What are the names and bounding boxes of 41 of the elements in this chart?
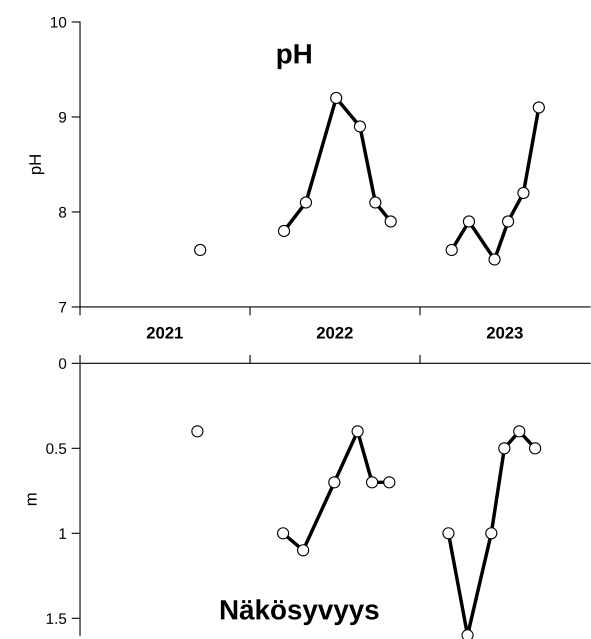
point [300,196,312,209]
point [517,186,530,200]
point [384,215,397,228]
point [446,244,458,256]
text: pH [278,44,311,70]
point [191,425,204,438]
point [488,253,501,266]
point [194,244,206,256]
y-tick-label: 7 [59,302,66,313]
x-tick-label: 2021 [146,326,183,339]
y-tick-label: 0.5 [46,443,66,454]
point [485,527,498,540]
text: Näkösyvyys [220,599,379,626]
point [461,629,474,639]
y-tick-label: 1.5 [46,613,66,624]
y-tick-label: 10 [51,16,66,28]
y-tick-label: 9 [59,112,66,123]
point [369,196,382,209]
y-axis-title: pH [29,155,44,174]
x-tick-label: 2023 [486,326,523,339]
point [528,442,542,454]
point [442,527,455,540]
point [297,544,310,556]
point [502,215,514,228]
point [532,101,545,114]
x-tick-label: 2022 [316,326,353,339]
point [278,224,290,238]
point [513,425,526,438]
point [330,92,342,104]
y-tick-label: 0 [58,358,66,370]
point [383,476,396,488]
point [328,476,340,488]
y-tick-label: 1 [59,528,66,539]
y-tick-label: 8 [58,206,66,218]
point [352,425,364,438]
y-axis-title: m [28,493,37,506]
point [276,527,290,540]
point [462,215,476,228]
point [498,442,510,454]
point [354,120,366,133]
point [366,476,378,488]
